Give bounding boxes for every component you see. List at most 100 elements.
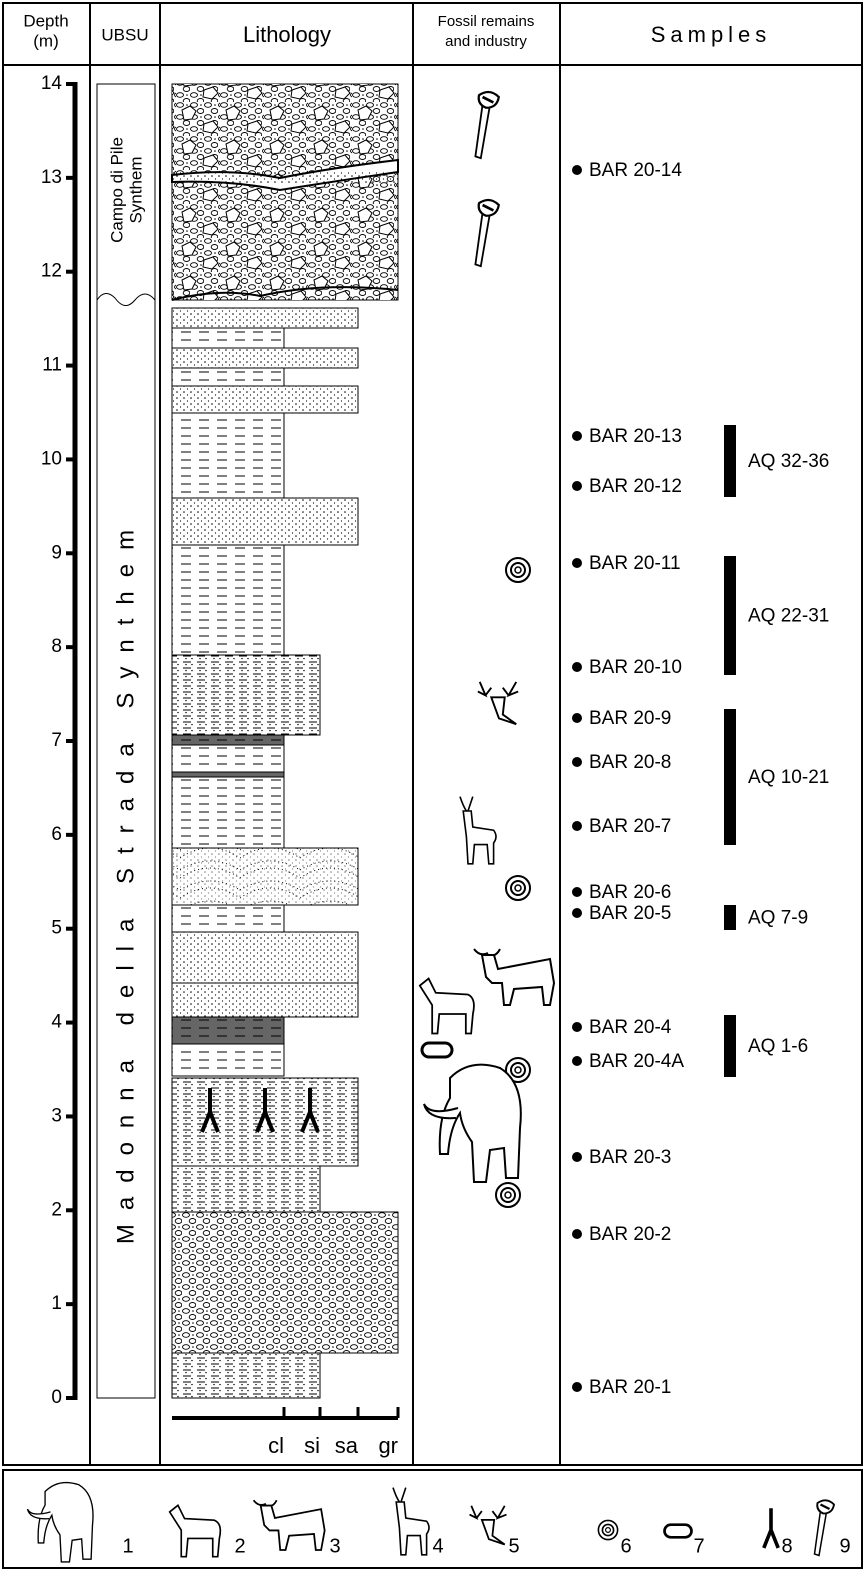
legend-number: 6 [620, 1535, 631, 1557]
layer-texture [172, 1017, 284, 1044]
layer-texture [172, 386, 358, 413]
depth-tick-label: 5 [51, 918, 62, 939]
grain-label: cl [268, 1433, 284, 1458]
layer-texture [172, 983, 358, 1017]
depth-tick-label: 13 [41, 167, 62, 188]
legend-number: 8 [781, 1535, 792, 1557]
grain-label: sa [335, 1433, 359, 1458]
interval-label: AQ 10-21 [748, 767, 829, 788]
legend-number: 2 [234, 1535, 245, 1557]
layer-texture [172, 772, 284, 777]
interval-label: AQ 1-6 [748, 1036, 808, 1057]
depth-tick-label: 14 [41, 73, 63, 94]
sample-dot [572, 887, 582, 897]
column-header: Depth [23, 11, 68, 30]
sample-dot [572, 1152, 582, 1162]
sample-label: BAR 20-13 [589, 426, 682, 447]
interval-bar [724, 1015, 736, 1077]
legend-number: 4 [432, 1535, 443, 1557]
ubsu-label: Campo di Pile [107, 137, 126, 243]
sample-dot [572, 1022, 582, 1032]
interval-bar [724, 556, 736, 675]
legend-number: 7 [693, 1535, 704, 1557]
layer-texture [172, 745, 284, 772]
layer-texture [172, 413, 284, 498]
legend-icons [27, 1483, 834, 1562]
sample-label: BAR 20-4A [589, 1051, 684, 1072]
layer-texture [172, 1353, 320, 1398]
fossils [420, 92, 554, 1207]
legend-number: 9 [839, 1535, 850, 1557]
column-header: Fossil remains [438, 13, 535, 30]
sample-dot [572, 1382, 582, 1392]
sample-dot [572, 481, 582, 491]
depth-tick-label: 3 [51, 1105, 62, 1126]
depth-tick-label: 8 [51, 636, 62, 657]
sample-dot [572, 821, 582, 831]
layer-texture [172, 1212, 398, 1353]
layer-texture [172, 328, 284, 348]
depth-tick-label: 11 [42, 355, 62, 376]
sample-label: BAR 20-9 [589, 708, 671, 729]
sample-dot [572, 1056, 582, 1066]
column-header: Samples [651, 22, 772, 47]
column-header: Lithology [243, 22, 331, 47]
sample-dot [572, 165, 582, 175]
depth-tick-label: 7 [51, 730, 62, 751]
layer-texture [172, 1166, 320, 1212]
samples: BAR 20-14 BAR 20-13 BAR 20-12 BAR 20-11 BAR … [572, 160, 829, 1398]
column-header: and industry [445, 33, 527, 50]
sample-label: BAR 20-14 [589, 160, 682, 181]
depth-tick-label: 6 [51, 824, 62, 845]
sample-label: BAR 20-1 [589, 1377, 671, 1398]
layer-texture [172, 172, 398, 184]
grain-label: gr [378, 1433, 398, 1458]
sample-label: BAR 20-7 [589, 816, 671, 837]
sample-dot [572, 757, 582, 767]
layer-texture [172, 545, 284, 655]
legend-number: 1 [122, 1535, 133, 1557]
stratigraphic-log: Depth (m) UBSU Lithology Fossil remains … [0, 0, 866, 1571]
depth-tick-label: 0 [51, 1387, 62, 1408]
legend-number: 5 [508, 1535, 519, 1557]
sample-label: BAR 20-8 [589, 752, 671, 773]
depth-tick-label: 10 [41, 448, 62, 469]
sample-dot [572, 431, 582, 441]
ubsu-label: Madonna della Strada Synthem [112, 516, 139, 1244]
interval-label: AQ 22-31 [748, 606, 829, 627]
layer-texture [172, 308, 358, 328]
interval-bar [724, 709, 736, 845]
layer-texture [172, 848, 358, 905]
sample-label: BAR 20-4 [589, 1017, 672, 1038]
interval-label: AQ 7-9 [748, 908, 808, 929]
sample-dot [572, 558, 582, 568]
sample-dot [572, 908, 582, 918]
layer-texture [172, 932, 358, 983]
depth-tick-label: 12 [41, 261, 62, 282]
sample-label: BAR 20-3 [589, 1147, 671, 1168]
layer-texture [172, 498, 358, 545]
layer-texture [172, 348, 358, 368]
column-header: UBSU [101, 25, 148, 44]
sample-dot [572, 713, 582, 723]
sample-label: BAR 20-2 [589, 1224, 671, 1245]
depth-tick-label: 4 [51, 1012, 62, 1033]
column-header: (m) [33, 31, 58, 50]
grain-label: si [304, 1433, 320, 1458]
sample-dot [572, 662, 582, 672]
sample-label: BAR 20-11 [589, 553, 681, 574]
sample-label: BAR 20-6 [589, 882, 671, 903]
legend-number: 3 [329, 1535, 340, 1557]
layer-texture [172, 368, 284, 386]
depth-tick-label: 2 [51, 1199, 62, 1220]
ubsu-label: Synthem [126, 156, 145, 223]
legend: 1 2 3 4 5 6 7 8 9 [122, 1535, 850, 1557]
layer-texture [172, 655, 320, 735]
layer-texture [172, 84, 398, 300]
sample-label: BAR 20-5 [589, 903, 671, 924]
depth-tick-label: 9 [51, 542, 62, 563]
depth-tick-label: 1 [51, 1293, 62, 1314]
layer-texture [172, 905, 284, 932]
layer-texture [172, 777, 284, 848]
sample-label: BAR 20-12 [589, 476, 682, 497]
